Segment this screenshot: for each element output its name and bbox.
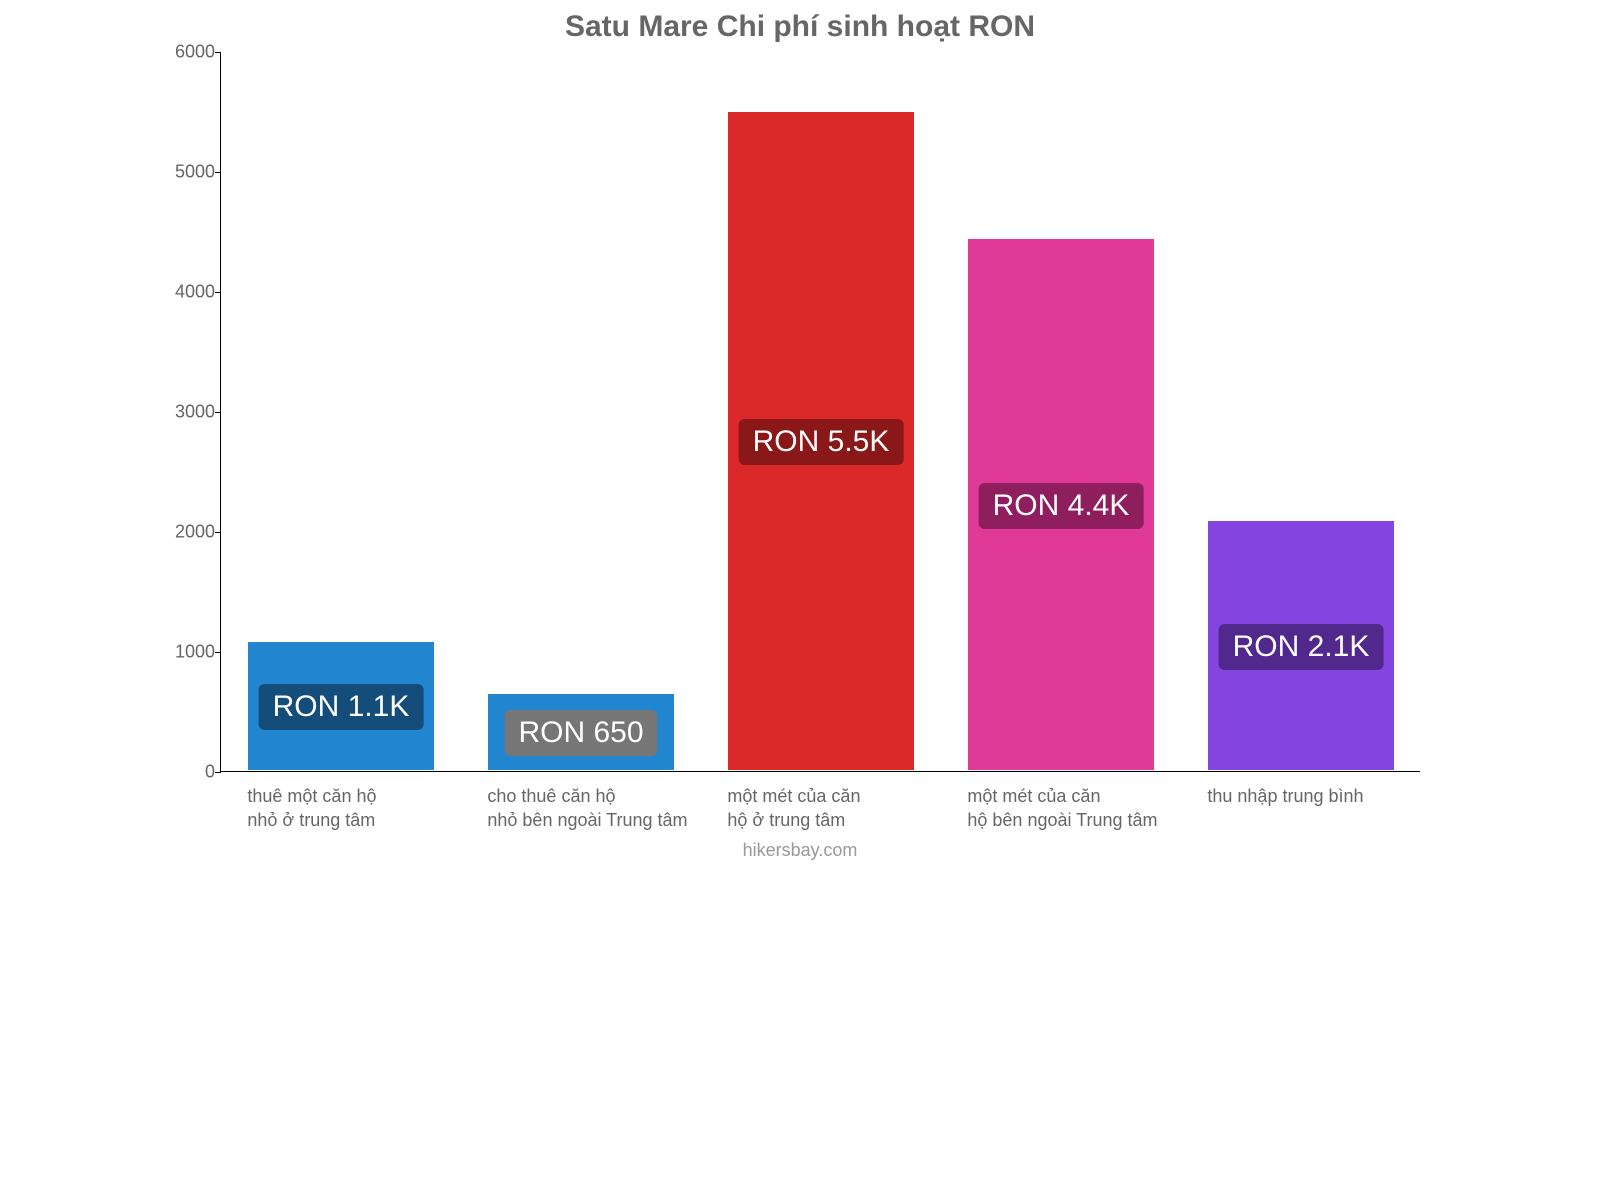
y-tick-label: 5000 xyxy=(169,162,215,183)
y-tick-mark xyxy=(215,532,221,533)
x-category-label: cho thuê căn hộ nhỏ bên ngoài Trung tâm xyxy=(487,784,714,833)
x-category-label: thu nhập trung bình xyxy=(1207,784,1434,808)
y-tick-mark xyxy=(215,52,221,53)
bars-layer: RON 1.1K RON 650 RON 5.5K RON 4.4K RON 2.1K xyxy=(221,52,1420,771)
chart-title: Satu Mare Chi phí sinh hoạt RON xyxy=(160,10,1440,44)
y-tick-label: 3000 xyxy=(169,402,215,423)
y-tick-label: 6000 xyxy=(169,42,215,63)
plot-area: RON 1.1KRON 650RON 5.5KRON 4.4KRON 2.1K … xyxy=(220,52,1420,772)
bar-value-label: RON 5.5K xyxy=(739,419,904,465)
y-tick-mark xyxy=(215,172,221,173)
y-tick-mark xyxy=(215,652,221,653)
bar-value-label: RON 1.1K xyxy=(259,684,424,730)
x-category-label: một mét của căn hộ ở trung tâm xyxy=(727,784,954,833)
chart-container: Satu Mare Chi phí sinh hoạt RON RON 1.1K… xyxy=(160,0,1440,960)
y-tick-label: 4000 xyxy=(169,282,215,303)
y-tick-mark xyxy=(215,412,221,413)
y-tick-label: 2000 xyxy=(169,522,215,543)
y-tick-mark xyxy=(215,772,221,773)
bar-value-label: RON 650 xyxy=(504,710,657,756)
attribution-text: hikersbay.com xyxy=(160,840,1440,861)
bar-value-label: RON 4.4K xyxy=(979,483,1144,529)
x-category-label: một mét của căn hộ bên ngoài Trung tâm xyxy=(967,784,1194,833)
bar-value-label: RON 2.1K xyxy=(1219,624,1384,670)
y-tick-label: 1000 xyxy=(169,642,215,663)
x-category-label: thuê một căn hộ nhỏ ở trung tâm xyxy=(247,784,474,833)
y-tick-mark xyxy=(215,292,221,293)
y-tick-label: 0 xyxy=(169,762,215,783)
